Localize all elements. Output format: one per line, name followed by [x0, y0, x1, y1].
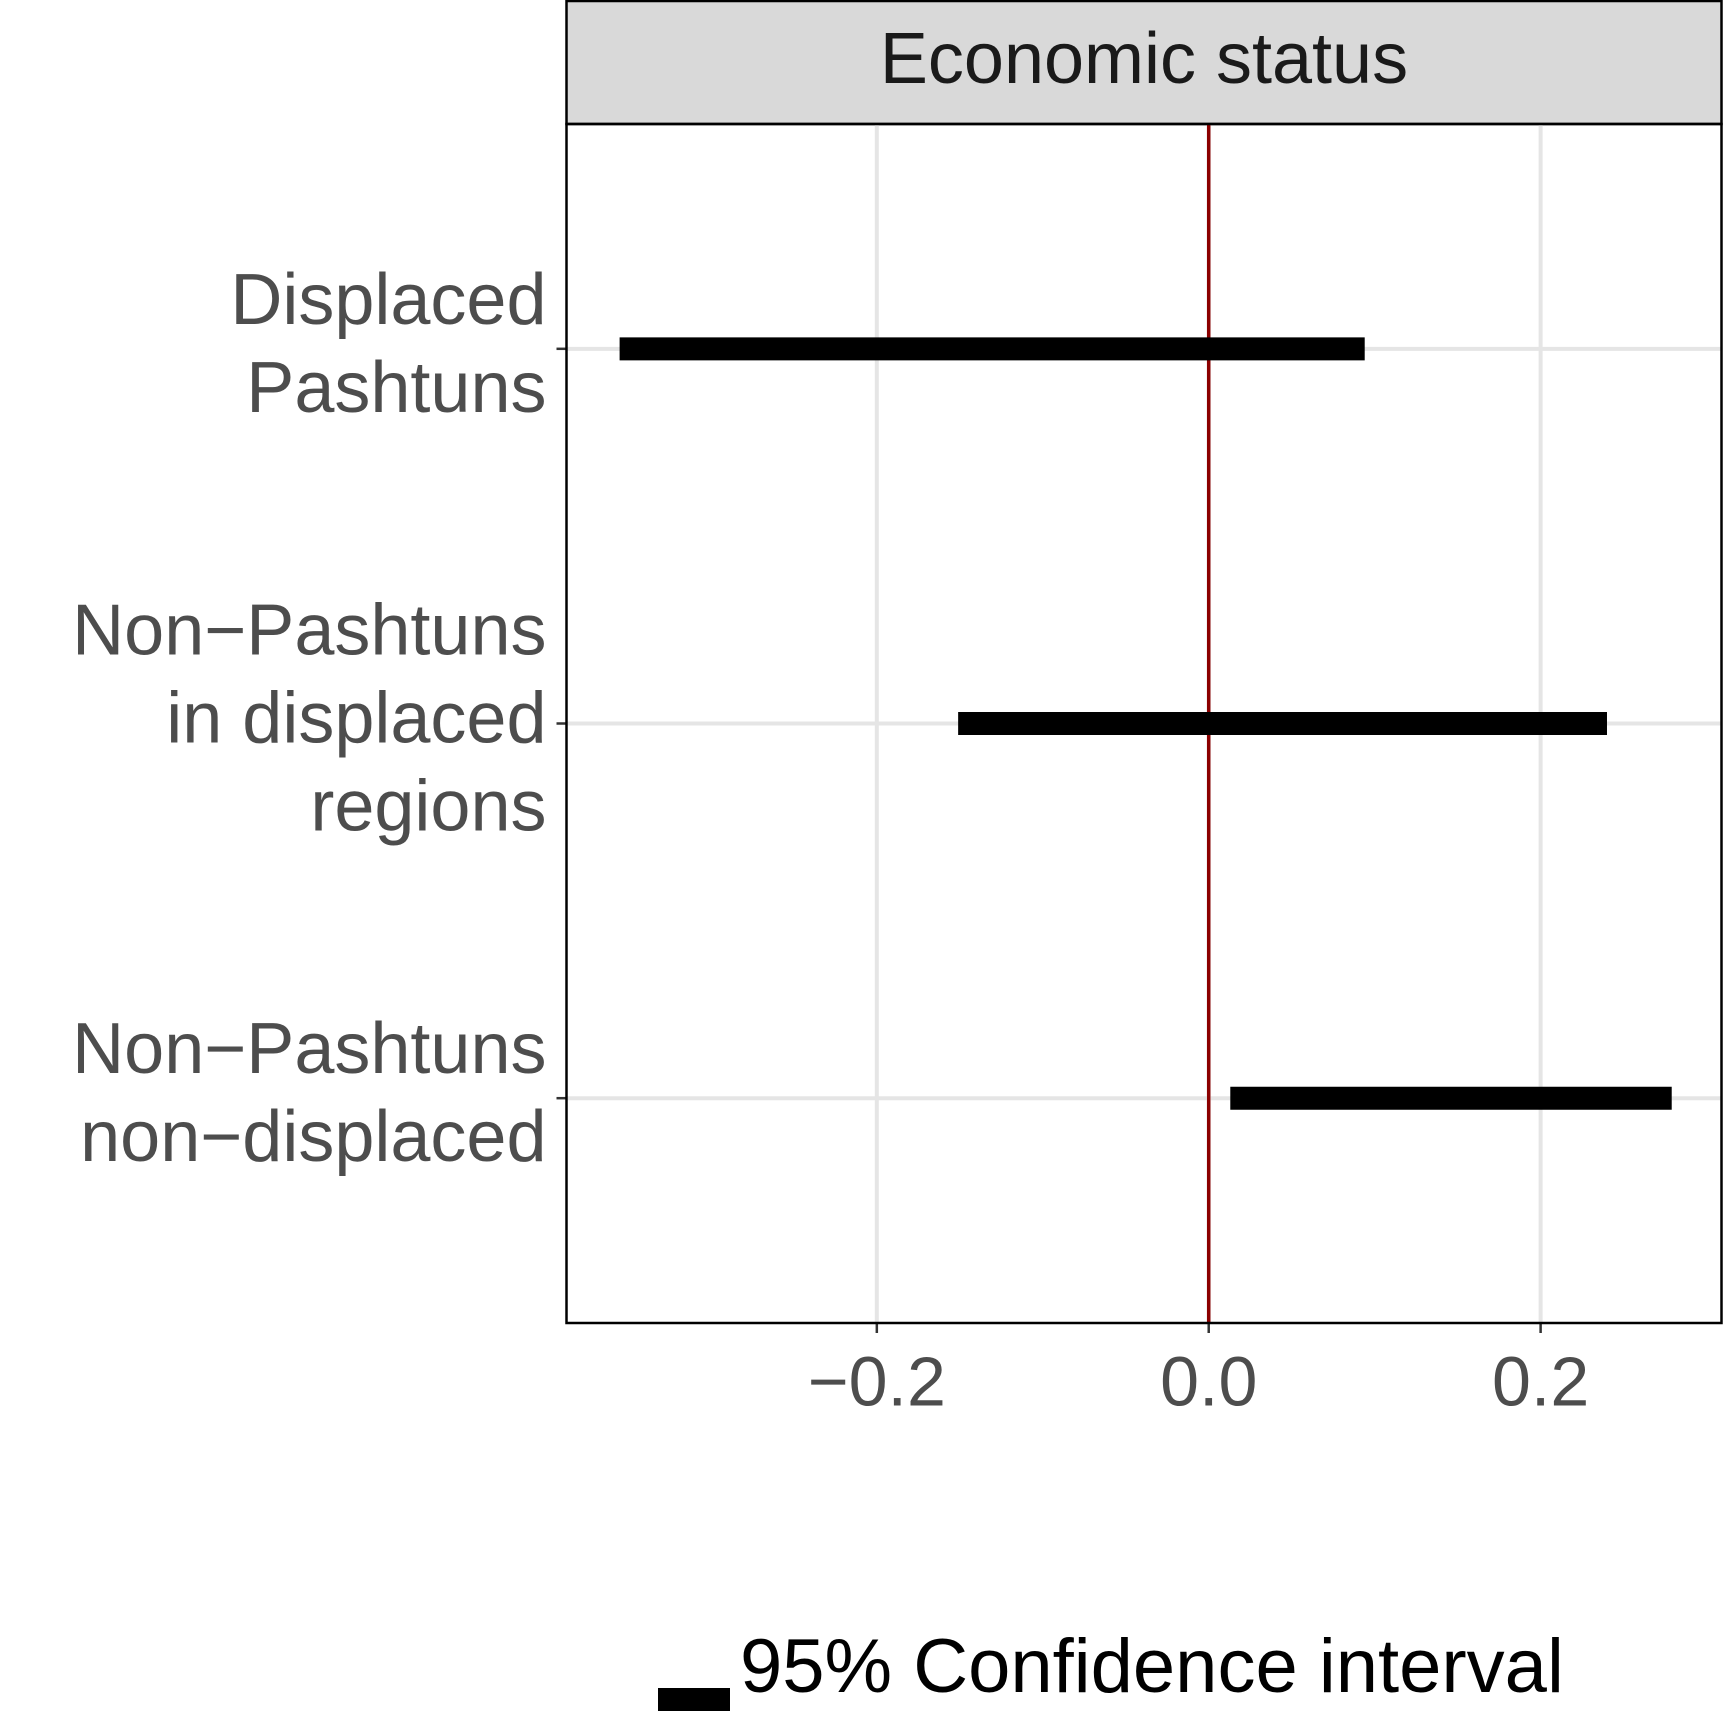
y-tick-label: Non−Pashtuns — [72, 1009, 546, 1089]
x-tick-label: 0.0 — [1160, 1342, 1257, 1420]
facet-strip — [565, 0, 1723, 126]
y-tick-label: non−displaced — [80, 1097, 546, 1177]
legend-key — [658, 1688, 730, 1711]
x-tick-label: −0.2 — [808, 1342, 946, 1420]
y-tick-label: regions — [310, 767, 546, 847]
legend-label: 95% Confidence interval — [740, 1624, 1564, 1709]
panel-border — [565, 122, 1723, 1325]
y-tick-label: Non−Pashtuns — [72, 591, 546, 671]
x-tick-label: 0.2 — [1492, 1342, 1589, 1420]
y-tick-label: in displaced — [166, 679, 546, 759]
y-tick-label: Displaced — [230, 260, 546, 340]
chart-title: Economic status — [880, 19, 1408, 99]
y-tick-label: Pashtuns — [246, 348, 546, 428]
